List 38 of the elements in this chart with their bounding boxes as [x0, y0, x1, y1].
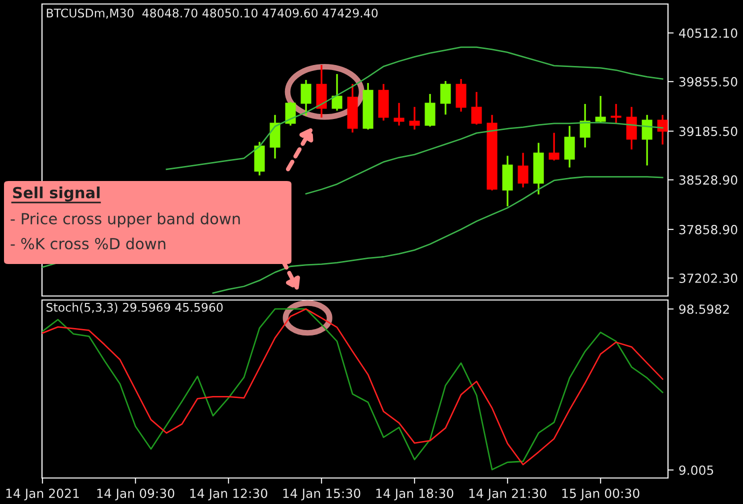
x-tick-label: 14 Jan 09:30 — [97, 488, 174, 500]
candlestick — [626, 106, 637, 150]
y-tick-label: 39185.50 — [679, 126, 738, 136]
line-series — [166, 46, 664, 170]
candlestick — [548, 132, 560, 160]
candlestick — [456, 79, 466, 112]
annotation: Sell signal — [13, 186, 100, 202]
x-tick-label: 14 Jan 2021 — [6, 488, 79, 500]
candlestick — [595, 96, 606, 123]
candlestick — [610, 104, 622, 124]
candlestick — [394, 102, 404, 126]
candlestick — [332, 74, 342, 111]
candlestick — [564, 126, 575, 168]
candlestick — [642, 114, 652, 166]
candlestick — [440, 80, 451, 115]
annotation: - %K cross %D down — [10, 238, 166, 250]
x-tick-label: 14 Jan 12:30 — [190, 488, 268, 500]
x-tick-label: 15 Jan 00:30 — [562, 488, 640, 500]
y-tick-label: 39855.50 — [679, 77, 738, 86]
x-tick-label: 14 Jan 21:30 — [469, 488, 546, 500]
candlestick — [285, 102, 296, 126]
candlestick — [580, 104, 590, 148]
y-tick-label: 9.005 — [679, 465, 714, 475]
candlestick — [518, 152, 528, 188]
y-tick-label: 98.5982 — [679, 304, 729, 314]
chart-title: Stoch(5,3,3) 29.5969 45.5960 — [46, 302, 223, 314]
y-tick-label: 38528.90 — [679, 175, 738, 185]
chart-title: BTCUSDm,M30 48048.70 48050.10 47409.60 47429.40 — [46, 8, 378, 19]
candlestick — [300, 80, 312, 116]
y-tick-label: 37858.90 — [679, 224, 738, 234]
y-tick-label: 37202.30 — [679, 274, 738, 283]
y-tick-label: 40512.10 — [679, 28, 738, 38]
x-tick-label: 14 Jan 15:30 — [283, 488, 360, 500]
candlestick — [471, 92, 482, 125]
candlestick — [424, 94, 436, 127]
x-tick-label: 14 Jan 18:30 — [376, 488, 454, 500]
candlestick — [409, 106, 420, 130]
annotation: - Price cross upper band down — [10, 212, 240, 228]
